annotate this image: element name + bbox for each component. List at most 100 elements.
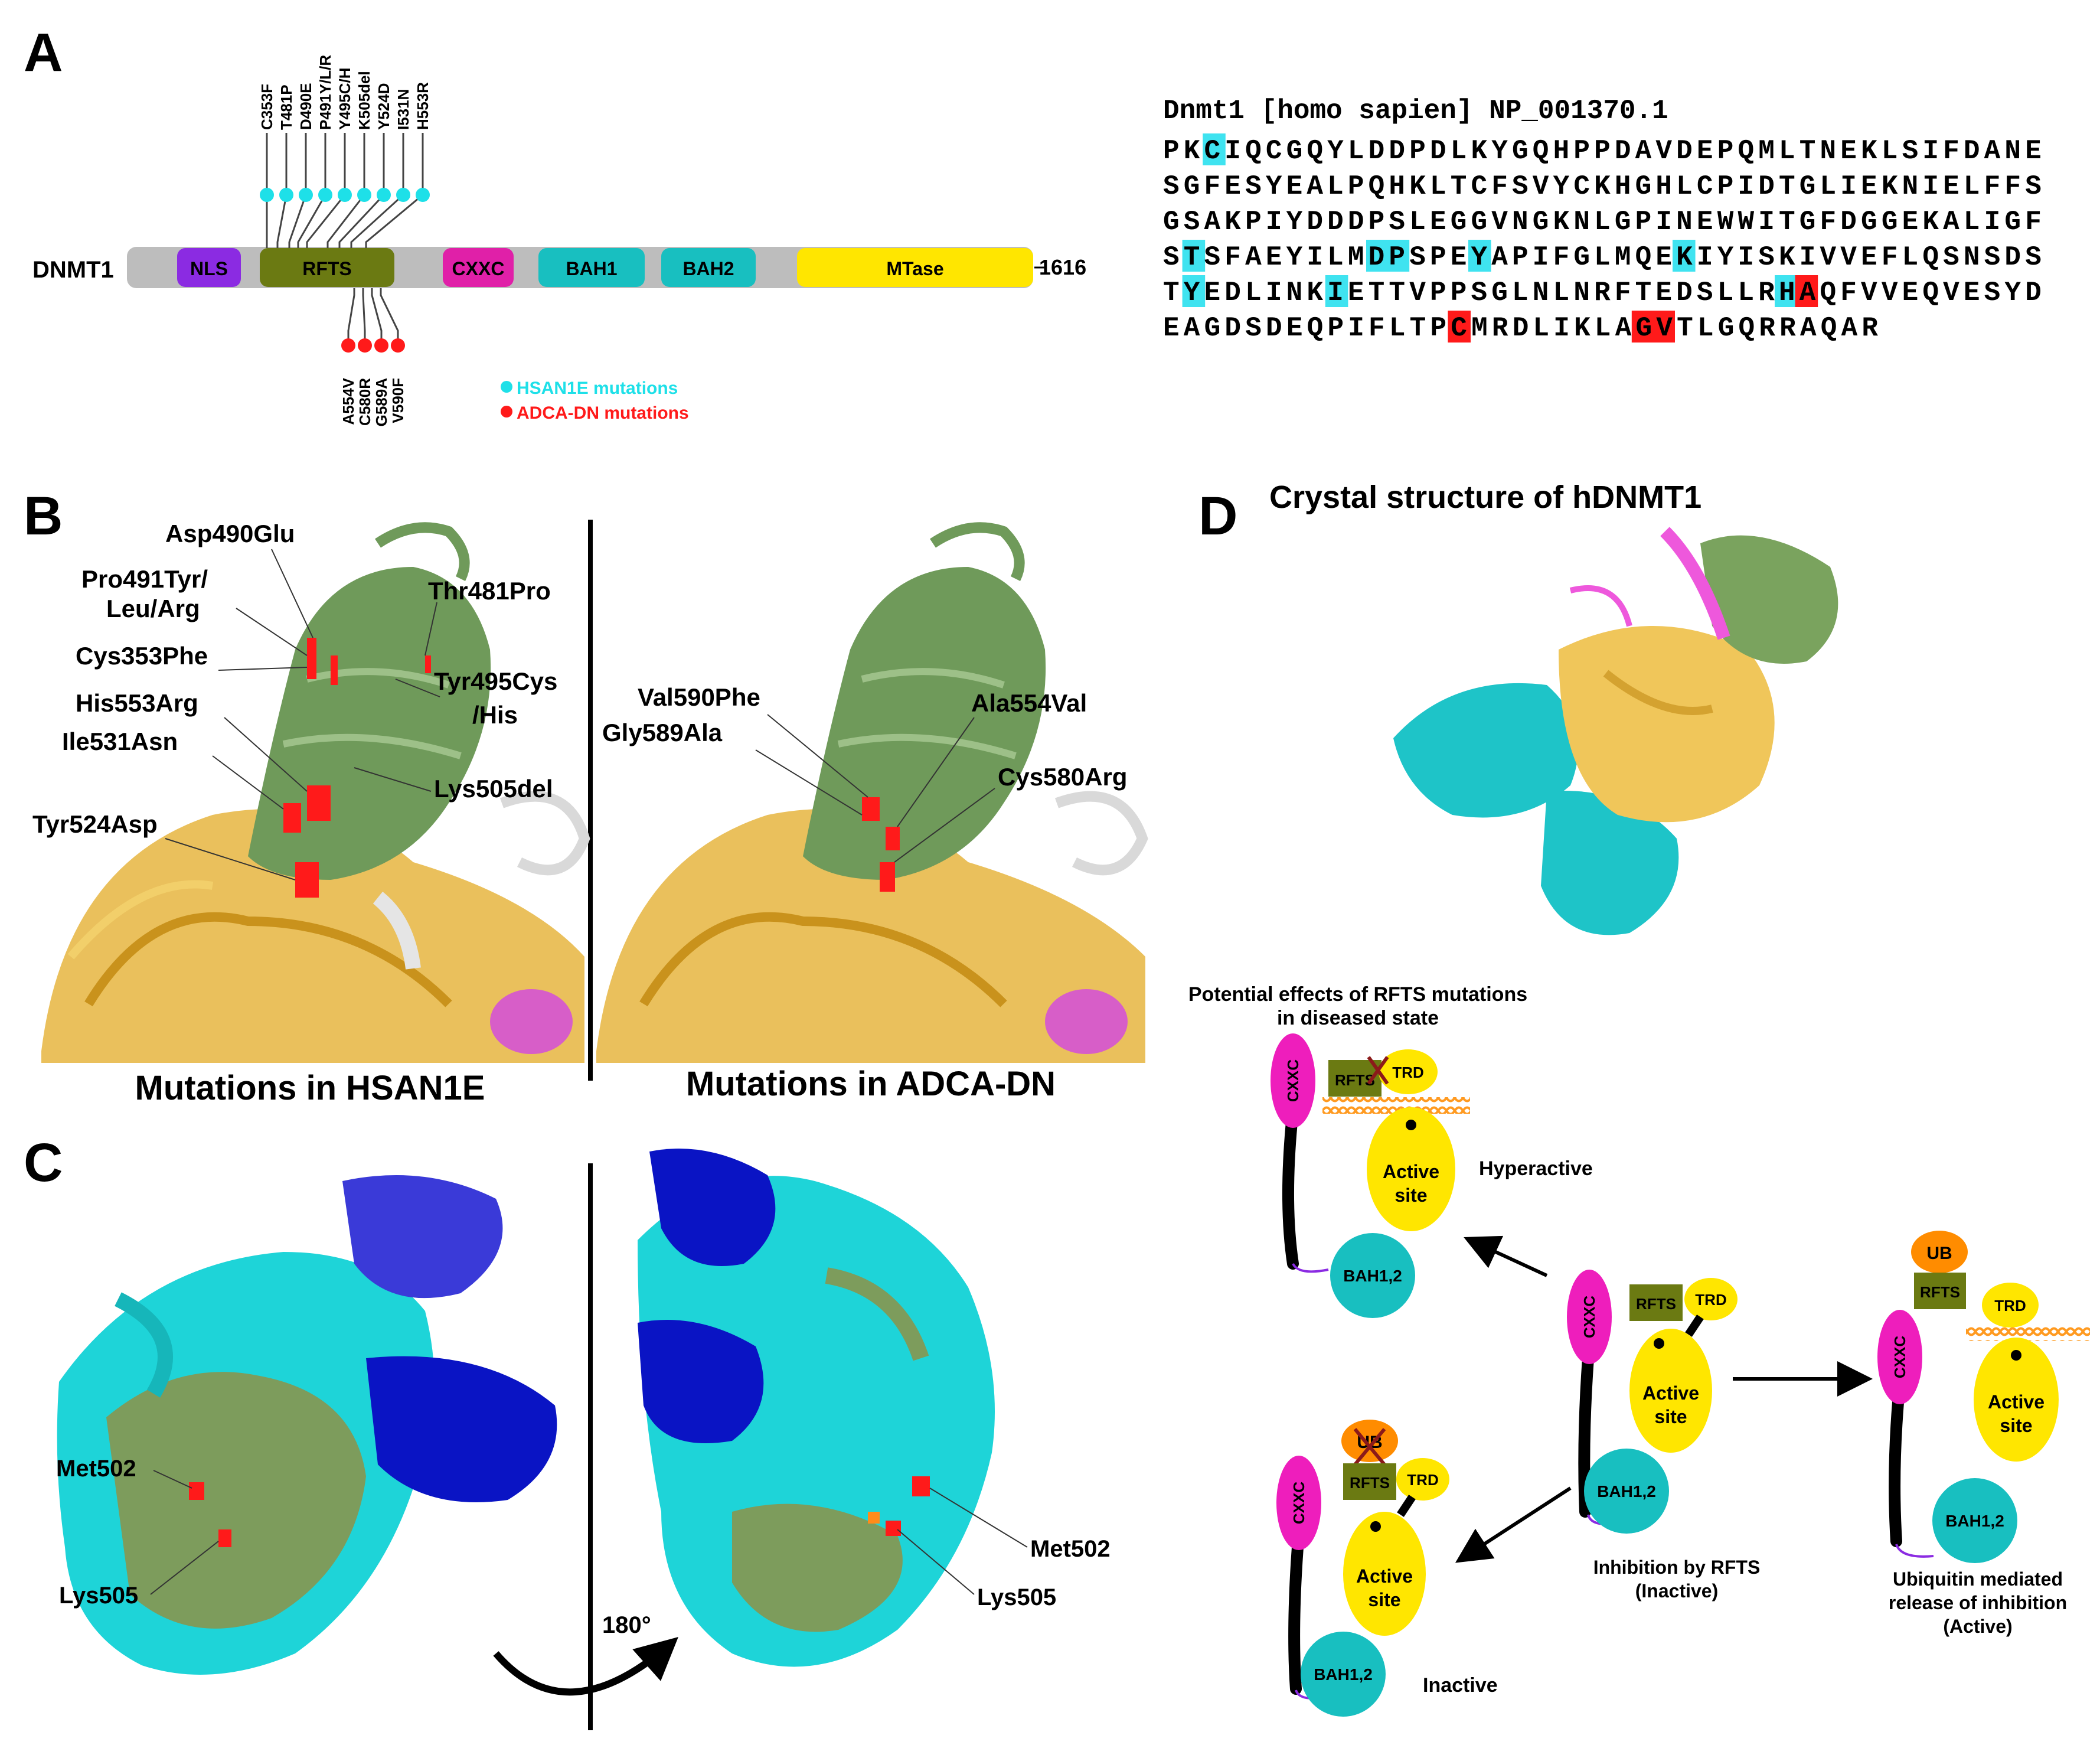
hsan1e-mutation-label: Y524D <box>375 83 393 131</box>
label-his: /His <box>472 701 518 729</box>
panel-letter-b: B <box>24 486 63 546</box>
sequence-highlight <box>1203 133 1226 165</box>
d-title: Crystal structure of hDNMT1 <box>1269 480 1701 515</box>
sequence-line: GSAKPIYDDDPSLEGGVNGKNLGPINEWWITGFDGGEKAL… <box>1163 207 2042 237</box>
legend-hsan1e-dot <box>501 381 512 393</box>
legend-adcadn: ADCA-DN mutations <box>517 403 689 423</box>
c-left-met502: Met502 <box>56 1456 136 1482</box>
rotation-arrow <box>493 1637 678 1696</box>
sequence-highlight <box>1631 311 1675 343</box>
center-caption-2: (Inactive) <box>1635 1580 1718 1602</box>
hsan1e-dot <box>357 188 371 202</box>
adcadn-labels: Val590Phe Ala554Val Gly589Ala Cys580Arg <box>602 683 1127 791</box>
hsan1e-labels: Asp490Glu Pro491Tyr/ Leu/Arg Thr481Pro C… <box>32 520 557 838</box>
inactive-rfts: RFTS <box>1350 1474 1390 1492</box>
c-left-lys505: Lys505 <box>59 1583 138 1609</box>
ub-ub: UB <box>1926 1244 1952 1263</box>
domain-cxxc <box>443 248 514 287</box>
label-asp490glu: Asp490Glu <box>165 520 295 547</box>
ub-caption-1: Ubiquitin mediated <box>1893 1568 2063 1590</box>
legend-adcadn-dot <box>501 406 512 418</box>
caption-adcadn: Mutations in ADCA-DN <box>686 1065 1056 1103</box>
label-thr481pro: Thr481Pro <box>428 577 551 605</box>
sequence-highlight <box>1775 275 1798 307</box>
sequence-highlight <box>1182 240 1206 272</box>
model-hyperactive: CXXC RFTS TRD Active site BAH1,2 Hyperac… <box>1271 1033 1593 1318</box>
label-lys505del: Lys505del <box>434 775 553 803</box>
domain-mtase-label: MTase <box>886 258 943 279</box>
ub-bah: BAH1,2 <box>1945 1512 2004 1530</box>
hsan1e-stem <box>326 133 365 248</box>
adcadn-mutation-label: G589A <box>373 378 390 427</box>
sequence-highlight <box>1182 275 1206 307</box>
domain-map: DNMT1 1616 NLS RFTS CXXC BAH1 BAH2 MTase… <box>32 55 1086 427</box>
adcadn-stem <box>380 288 399 345</box>
hsan1e-mutation-label: K505del <box>355 71 373 130</box>
adcadn-mutation-label: A554V <box>339 377 357 425</box>
ub-active-1: Active <box>1988 1391 2045 1413</box>
hyper-trd: TRD <box>1392 1064 1423 1081</box>
sequence-line: T Y EDLINK I ETTVPPSGLNLNRFTEDSLLR H A QFVVEQVE… <box>1163 278 2042 308</box>
center-rfts: RFTS <box>1636 1295 1676 1313</box>
arrow-to-hyperactive <box>1464 1235 1548 1277</box>
label-cys580arg: Cys580Arg <box>998 763 1127 791</box>
center-active-1: Active <box>1642 1382 1699 1404</box>
panel-b: Asp490Glu Pro491Tyr/ Leu/Arg Thr481Pro C… <box>32 520 1148 1107</box>
hdnmt1-structure <box>1393 527 1838 935</box>
hyperactive-label: Hyperactive <box>1479 1157 1593 1180</box>
sequence-line: PK C IQCGQYLDDPDLKYGQHPPDAVDEPQMLTNEKLSIFD… <box>1163 136 2042 167</box>
sequence-lines: PK C IQCGQYLDDPDLKYGQHPPDAVDEPQMLTNEKLSIFD… <box>1163 133 2042 344</box>
domain-nls <box>177 248 241 287</box>
hyper-cxxc: CXXC <box>1284 1059 1302 1102</box>
hsan1e-stem <box>365 133 424 248</box>
hsan1e-stem <box>288 133 307 248</box>
inactive-cxxc: CXXC <box>1290 1482 1308 1524</box>
adcadn-dot <box>358 338 372 353</box>
hsan1e-stem <box>350 133 404 248</box>
label-tyr495cys: Tyr495Cys <box>434 667 557 695</box>
sequence-highlight <box>1795 275 1818 307</box>
rotation-label: 180° <box>602 1612 651 1638</box>
hsan1e-dot <box>377 188 391 202</box>
center-bah: BAH1,2 <box>1597 1482 1656 1501</box>
inactive-active-2: site <box>1368 1589 1400 1610</box>
sequence-highlight <box>1673 240 1696 272</box>
hsan1e-mutation-label: T481P <box>277 84 295 130</box>
hsan1e-mutation-label: I531N <box>394 89 412 130</box>
adcadn-dot <box>391 338 405 353</box>
inactive-trd: TRD <box>1407 1471 1438 1489</box>
adcadn-mutation-label: V590F <box>389 378 407 423</box>
hsan1e-mutation-label: Y495C/H <box>336 68 354 131</box>
d-subtitle-1: Potential effects of RFTS mutations <box>1188 983 1527 1006</box>
domain-nls-label: NLS <box>190 258 228 279</box>
ub-caption-3: (Active) <box>1943 1616 2012 1637</box>
label-ala554val: Ala554Val <box>971 689 1087 717</box>
adcadn-stem <box>347 288 355 345</box>
label-leu-arg: Leu/Arg <box>106 595 200 622</box>
hsan1e-mutation-label: P491Y/L/R <box>316 55 334 130</box>
domain-cxxc-label: CXXC <box>452 258 505 279</box>
sequence-block: Dnmt1 [homo sapien] NP_001370.1 PK C IQCGQ… <box>1163 96 2042 344</box>
model-inhibited: CXXC RFTS TRD Active site BAH1,2 Inhibit… <box>1567 1270 1760 1602</box>
caption-hsan1e: Mutations in HSAN1E <box>135 1069 485 1107</box>
panel-letter-c: C <box>24 1133 63 1193</box>
hsan1e-structure <box>41 522 590 1063</box>
model-inactive: CXXC UB RFTS TRD Active site BAH1,2 Inac… <box>1276 1420 1498 1717</box>
domain-bah2 <box>661 248 756 287</box>
c-right-lys505: Lys505 <box>977 1584 1056 1610</box>
center-caption-1: Inhibition by RFTS <box>1593 1557 1761 1578</box>
center-trd: TRD <box>1695 1291 1726 1309</box>
model-ubiquitin: CXXC UB RFTS TRD Active site BAH1,2 Ubiq… <box>1877 1231 2090 1637</box>
domain-mtase <box>797 248 1033 287</box>
label-gly589ala: Gly589Ala <box>602 719 723 746</box>
adcadn-mutation-label: C580R <box>356 378 374 426</box>
hsan1e-stem <box>338 133 385 248</box>
c-right-met502: Met502 <box>1030 1536 1111 1562</box>
hsan1e-mutation-label: C353F <box>258 84 276 130</box>
ub-active-2: site <box>2000 1415 2032 1436</box>
sequence-line: SGFESYEALPQHKLTCFSVYCKHGHLCPIDTGLIEKNIEL… <box>1163 171 2042 202</box>
hsan1e-dot <box>299 188 313 202</box>
domain-rfts <box>260 248 394 287</box>
hyper-active-2: site <box>1394 1185 1427 1206</box>
